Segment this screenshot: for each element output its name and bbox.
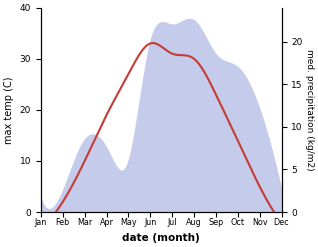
Y-axis label: med. precipitation (kg/m2): med. precipitation (kg/m2) <box>305 49 314 171</box>
X-axis label: date (month): date (month) <box>122 233 200 243</box>
Y-axis label: max temp (C): max temp (C) <box>4 76 14 144</box>
